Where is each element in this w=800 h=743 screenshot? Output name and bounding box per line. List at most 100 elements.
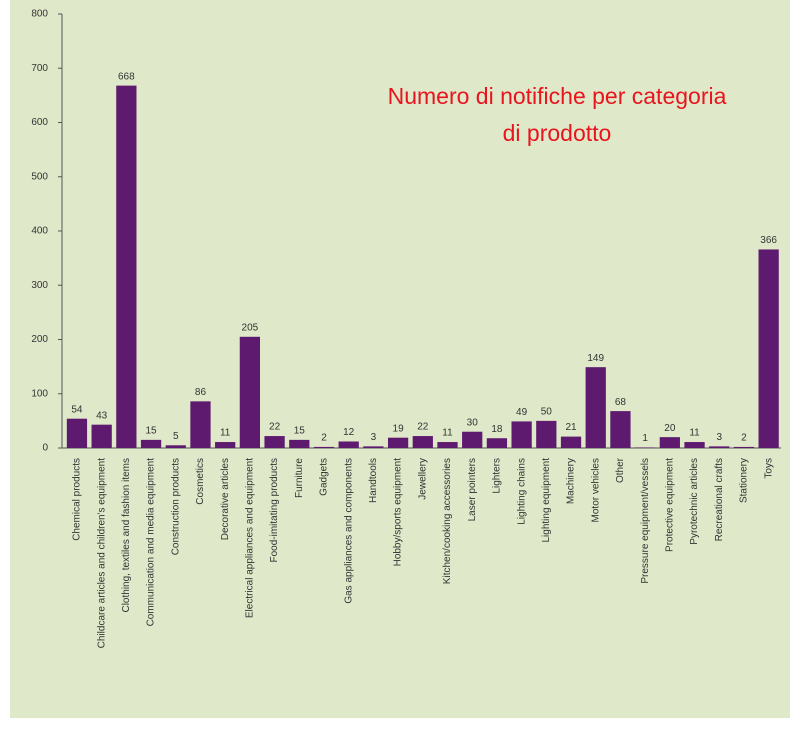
x-tick-label: Electrical appliances and equipment: [245, 458, 256, 618]
value-label: 15: [145, 426, 157, 437]
bar: [560, 436, 582, 448]
chart-background: [10, 0, 790, 718]
bar: [462, 431, 483, 448]
x-tick-label: Decorative articles: [220, 458, 231, 540]
bar: [313, 446, 335, 448]
bar: [733, 446, 755, 448]
x-tick-label: Jewellery: [417, 458, 428, 500]
bar: [585, 367, 606, 448]
x-tick-label: Communication and media equipment: [146, 458, 157, 627]
x-tick-label: Kitchen/cooking accessories: [442, 458, 453, 584]
x-tick-label: Cosmetics: [195, 458, 206, 505]
x-tick-label: Clothing, textiles and fashion items: [121, 458, 132, 613]
bar: [536, 420, 557, 448]
x-tick-label: Lighting equipment: [541, 458, 552, 543]
x-tick-label: Furniture: [294, 458, 305, 498]
bar: [635, 447, 656, 448]
bar: [709, 446, 730, 448]
bar: [116, 85, 137, 449]
value-label: 22: [269, 422, 281, 433]
y-tick-label: 100: [31, 388, 48, 399]
x-tick-label: Construction products: [170, 458, 181, 555]
y-tick-label: 0: [42, 443, 48, 454]
bar: [215, 442, 236, 448]
value-label: 49: [516, 407, 528, 418]
value-label: 30: [467, 417, 479, 428]
bar: [758, 249, 779, 448]
y-tick-label: 700: [31, 63, 48, 74]
value-label: 11: [220, 428, 231, 439]
x-tick-label: Motor vehicles: [590, 458, 601, 522]
x-tick-label: Gadgets: [319, 458, 330, 496]
value-label: 11: [442, 428, 453, 439]
value-label: 12: [343, 427, 355, 438]
bar: [140, 439, 162, 448]
x-tick-label: Gas appliances and components: [343, 458, 354, 604]
value-label: 54: [71, 404, 83, 415]
value-label: 3: [371, 432, 377, 443]
bar: [239, 336, 261, 448]
value-label: 50: [541, 407, 553, 418]
y-tick-label: 800: [31, 9, 48, 20]
bar: [684, 442, 705, 448]
bar: [165, 445, 186, 448]
value-label: 22: [417, 422, 429, 433]
y-tick-label: 300: [31, 280, 48, 291]
value-label: 205: [242, 322, 259, 333]
bar: [66, 418, 88, 448]
x-tick-label: Stationery: [739, 458, 750, 503]
bar: [264, 436, 285, 448]
value-label: 11: [689, 428, 700, 439]
value-label: 3: [716, 432, 722, 443]
bar: [511, 421, 532, 448]
bar: [91, 424, 112, 448]
value-label: 5: [173, 431, 179, 442]
y-tick-label: 200: [31, 334, 48, 345]
bar: [486, 438, 508, 448]
x-tick-label: Lighting chains: [516, 458, 527, 525]
bar: [659, 437, 680, 448]
chart-title: Numero di notifiche per categoria di pro…: [387, 83, 727, 146]
value-label: 18: [491, 424, 503, 435]
x-tick-label: Other: [615, 457, 626, 483]
bar: [610, 411, 631, 448]
bar: [190, 401, 211, 448]
value-label: 68: [615, 397, 627, 408]
x-tick-label: Toys: [763, 458, 774, 479]
value-label: 86: [195, 387, 207, 398]
bar: [387, 437, 409, 448]
value-label: 19: [393, 423, 405, 434]
x-tick-label: Machinery: [566, 458, 577, 504]
value-label: 43: [96, 410, 108, 421]
bar: [363, 446, 384, 448]
value-label: 668: [118, 71, 135, 82]
x-tick-label: Lighters: [492, 458, 503, 494]
y-tick-label: 500: [31, 171, 48, 182]
bar: [412, 436, 433, 448]
x-tick-label: Food-imitating products: [269, 458, 280, 563]
x-tick-label: Hobby/sports equipment: [393, 458, 404, 567]
bar: [338, 441, 359, 448]
x-tick-label: Pyrotechnic articles: [689, 458, 700, 545]
value-label: 1: [642, 433, 648, 444]
value-label: 21: [565, 422, 577, 433]
bar: [437, 442, 458, 448]
x-tick-label: Recreational crafts: [714, 458, 725, 541]
y-tick-label: 600: [31, 117, 48, 128]
x-tick-label: Pressure equipment/vessels: [640, 458, 651, 584]
value-label: 366: [760, 235, 777, 246]
x-tick-label: Handtools: [368, 458, 379, 503]
value-label: 15: [294, 426, 306, 437]
x-tick-label: Childcare articles and children's equipm…: [96, 458, 107, 649]
x-tick-label: Protective equipment: [664, 458, 675, 552]
y-tick-label: 400: [31, 226, 48, 237]
value-label: 2: [741, 433, 747, 444]
value-label: 2: [321, 433, 327, 444]
x-tick-label: Chemical products: [72, 458, 83, 541]
value-label: 149: [587, 353, 604, 364]
value-label: 20: [664, 423, 676, 434]
x-tick-label: Laser pointers: [467, 458, 478, 521]
bar: [289, 439, 310, 448]
